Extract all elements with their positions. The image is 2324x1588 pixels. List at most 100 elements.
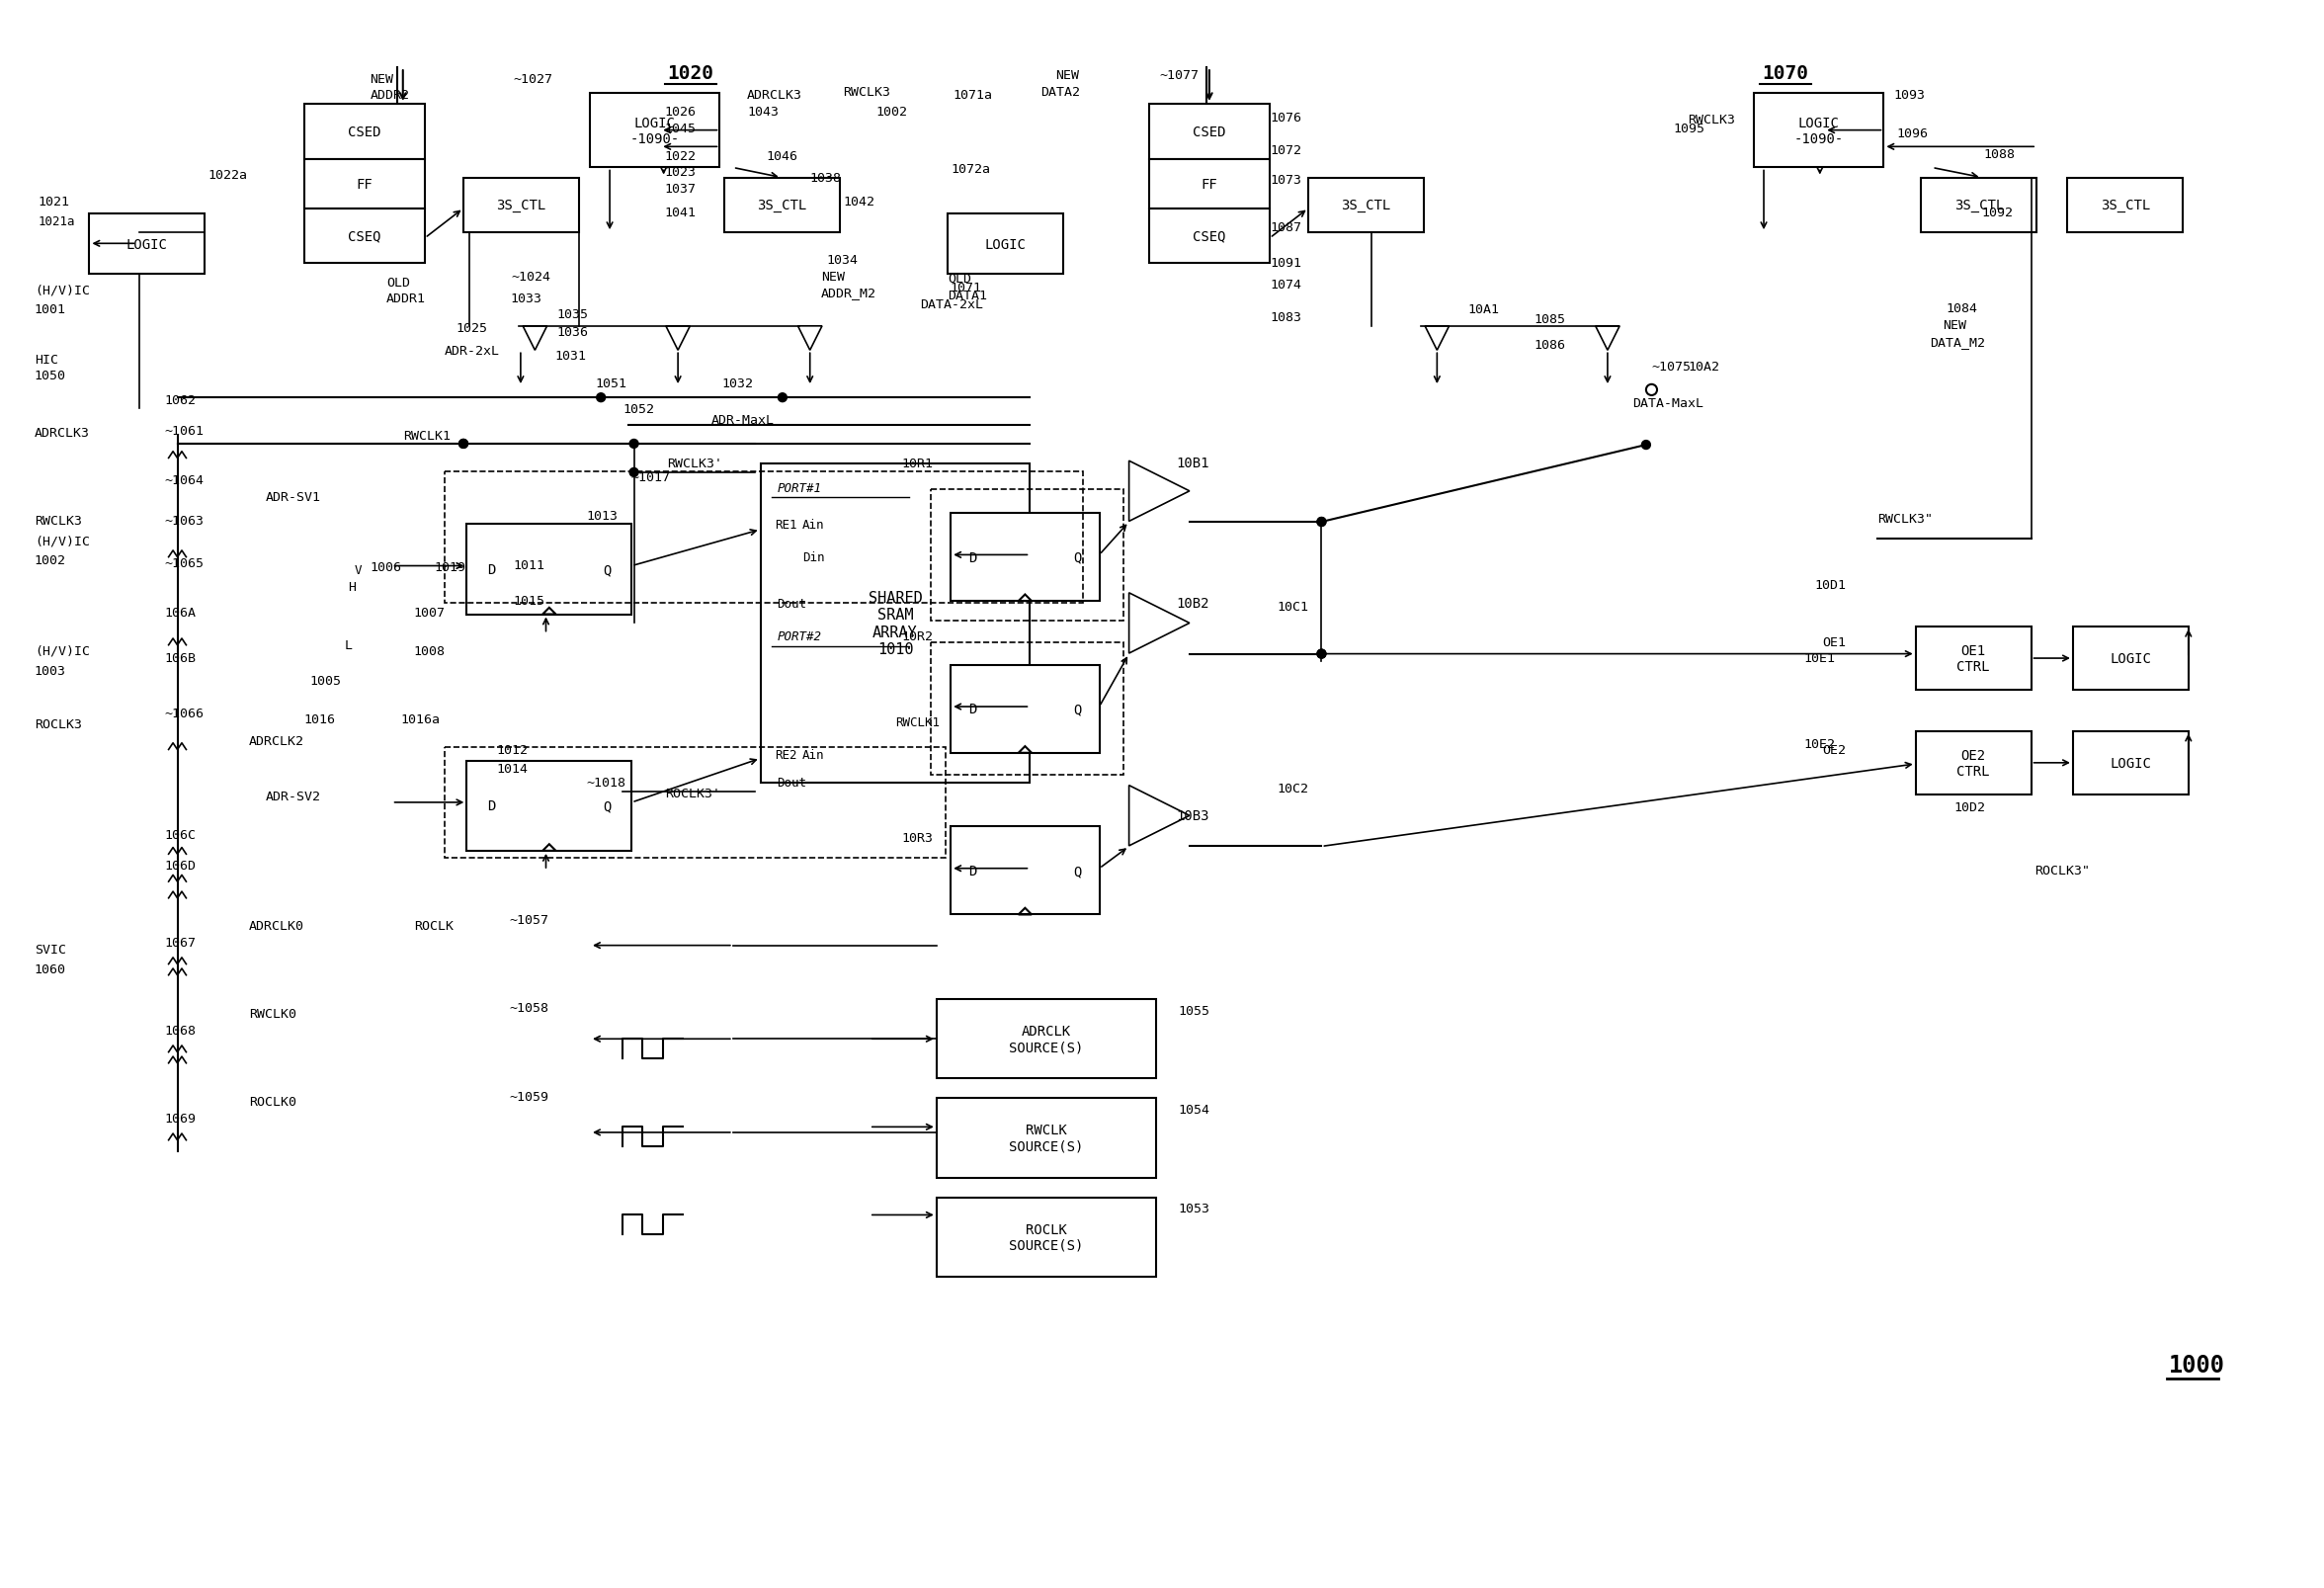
Text: 1007: 1007 [414, 607, 446, 619]
Text: 10A1: 10A1 [1469, 303, 1499, 316]
Text: ~1064: ~1064 [165, 475, 205, 488]
FancyBboxPatch shape [2073, 627, 2189, 691]
FancyBboxPatch shape [1148, 105, 1269, 159]
Text: 1012: 1012 [497, 743, 528, 756]
Text: RWCLK3': RWCLK3' [667, 457, 723, 470]
Text: 1026: 1026 [665, 106, 697, 119]
Text: 1002: 1002 [35, 554, 65, 567]
Text: 1005: 1005 [309, 675, 342, 688]
Text: 1084: 1084 [1948, 303, 1978, 316]
Text: OE2: OE2 [1822, 743, 1845, 756]
Text: ~1024: ~1024 [511, 270, 551, 284]
Text: 1093: 1093 [1894, 89, 1924, 102]
Text: Q: Q [602, 562, 611, 576]
Text: RWCLK3: RWCLK3 [35, 515, 81, 527]
Text: 3S_CTL: 3S_CTL [497, 198, 546, 213]
Text: NEW: NEW [820, 270, 844, 284]
Text: 1013: 1013 [586, 510, 618, 522]
Text: CSEQ: CSEQ [1192, 230, 1225, 243]
FancyBboxPatch shape [1915, 627, 2031, 691]
Text: 10E1: 10E1 [1803, 653, 1836, 665]
Circle shape [1641, 441, 1650, 449]
Text: OLD: OLD [948, 273, 971, 286]
Text: 1046: 1046 [767, 149, 797, 162]
Text: 1042: 1042 [844, 195, 874, 208]
Text: 1037: 1037 [665, 183, 697, 195]
Text: RWCLK0: RWCLK0 [249, 1007, 297, 1019]
Text: CSEQ: CSEQ [349, 230, 381, 243]
Text: ~1066: ~1066 [165, 707, 205, 719]
Text: 106B: 106B [165, 653, 195, 665]
Text: ADR-SV1: ADR-SV1 [265, 491, 321, 503]
Text: 1001: 1001 [35, 303, 65, 316]
FancyBboxPatch shape [467, 524, 632, 615]
Text: 1085: 1085 [1534, 313, 1566, 327]
Text: ~1065: ~1065 [165, 556, 205, 570]
Text: DATA-MaxL: DATA-MaxL [1634, 397, 1703, 410]
FancyBboxPatch shape [760, 464, 1030, 783]
Circle shape [1318, 518, 1327, 527]
Circle shape [597, 394, 604, 403]
Text: 1051: 1051 [595, 378, 627, 391]
FancyBboxPatch shape [1148, 159, 1269, 210]
Text: 1032: 1032 [723, 378, 753, 391]
Text: 10D2: 10D2 [1954, 800, 1985, 813]
Text: (H/V)IC: (H/V)IC [35, 535, 91, 548]
FancyBboxPatch shape [937, 1197, 1157, 1277]
Text: 1096: 1096 [1896, 127, 1929, 141]
Text: 1008: 1008 [414, 645, 446, 657]
Circle shape [1318, 649, 1327, 659]
Text: 10A2: 10A2 [1687, 360, 1720, 373]
Circle shape [1318, 649, 1327, 659]
Text: RWCLK3: RWCLK3 [844, 86, 890, 98]
Text: SHARED
SRAM
ARRAY
1010: SHARED SRAM ARRAY 1010 [869, 591, 923, 657]
Text: ROCLK3": ROCLK3" [2034, 864, 2089, 877]
Text: ~1061: ~1061 [165, 424, 205, 437]
Text: 1023: 1023 [665, 167, 697, 179]
Text: 1060: 1060 [35, 964, 65, 977]
Text: FF: FF [1202, 178, 1218, 191]
Text: ~1018: ~1018 [586, 777, 625, 789]
Text: RE2: RE2 [774, 750, 797, 762]
Text: ADDR2: ADDR2 [370, 89, 409, 102]
Text: 10B2: 10B2 [1176, 596, 1208, 610]
Text: 1041: 1041 [665, 206, 697, 219]
Text: 1043: 1043 [748, 106, 779, 119]
Text: RWCLK3": RWCLK3" [1878, 513, 1934, 526]
Text: (H/V)IC: (H/V)IC [35, 645, 91, 657]
Text: RWCLK
SOURCE(S): RWCLK SOURCE(S) [1009, 1123, 1083, 1153]
Text: DATA2: DATA2 [1041, 86, 1081, 98]
Text: LOGIC
-1090-: LOGIC -1090- [630, 116, 679, 146]
FancyBboxPatch shape [590, 94, 720, 168]
Circle shape [630, 440, 639, 449]
Text: CSED: CSED [349, 125, 381, 140]
Text: ADDR_M2: ADDR_M2 [820, 286, 876, 299]
Text: 1036: 1036 [558, 326, 588, 338]
Text: 1021: 1021 [37, 195, 70, 208]
Text: 1035: 1035 [558, 308, 588, 321]
FancyBboxPatch shape [1915, 732, 2031, 796]
FancyBboxPatch shape [88, 214, 205, 275]
Text: 1052: 1052 [623, 403, 655, 416]
Text: 3S_CTL: 3S_CTL [1341, 198, 1390, 213]
Text: RWCLK1: RWCLK1 [402, 430, 451, 443]
Text: 3S_CTL: 3S_CTL [2101, 198, 2150, 213]
Text: ROCLK3': ROCLK3' [665, 788, 720, 800]
Text: 10R1: 10R1 [902, 457, 932, 470]
Text: V: V [356, 564, 363, 576]
FancyBboxPatch shape [467, 761, 632, 851]
Text: 1020: 1020 [667, 65, 713, 83]
Text: 1073: 1073 [1269, 173, 1301, 187]
Text: DATA1: DATA1 [948, 289, 988, 302]
FancyBboxPatch shape [2068, 178, 2182, 233]
Text: 1050: 1050 [35, 370, 65, 383]
Text: 1034: 1034 [827, 254, 858, 267]
Text: ~1075: ~1075 [1652, 360, 1692, 373]
Text: 1011: 1011 [514, 559, 544, 572]
Text: Q: Q [1074, 864, 1081, 878]
Circle shape [460, 440, 467, 449]
Text: 1053: 1053 [1178, 1202, 1211, 1215]
Text: (H/V)IC: (H/V)IC [35, 284, 91, 297]
FancyBboxPatch shape [937, 1099, 1157, 1178]
Text: CSED: CSED [1192, 125, 1225, 140]
